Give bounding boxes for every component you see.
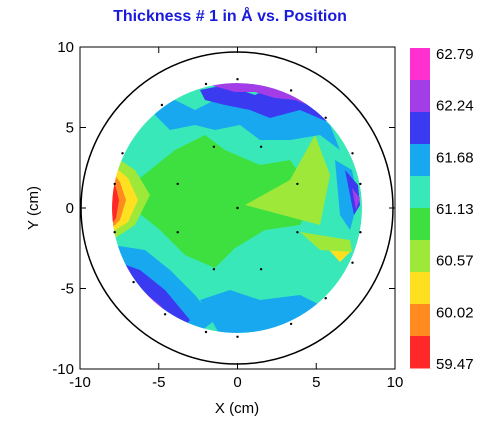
measurement-point: [204, 82, 208, 86]
measurement-point: [351, 261, 354, 264]
colorbar-level-label: 62.79: [436, 46, 474, 63]
colorbar-segment: [410, 112, 430, 145]
measurement-point: [324, 297, 327, 300]
y-tick-label: 5: [66, 120, 74, 137]
measurement-point: [236, 206, 239, 210]
colorbar-level-label: 61.13: [436, 201, 474, 218]
axis-ticks: -10 -5 0 5 10 10 5 0 -5 -10: [52, 39, 403, 391]
x-tick-label: -5: [152, 374, 165, 391]
measurement-point: [359, 182, 362, 186]
colorbar-segment: [410, 208, 430, 241]
colorbar-segment: [410, 48, 430, 81]
y-tick-label: -5: [61, 281, 74, 298]
measurement-point: [289, 322, 293, 326]
measurement-point: [236, 78, 239, 81]
contour-band-red-left: [112, 178, 119, 224]
measurement-point: [324, 116, 327, 120]
contour-band-cyan-right: [335, 160, 358, 230]
y-axis-label: Y (cm): [25, 186, 42, 230]
measurement-point: [113, 231, 116, 234]
colorbar-level-label: 61.68: [436, 149, 474, 166]
measurement-point: [176, 231, 179, 234]
colorbar: 62.79 62.24 61.68 61.13 60.57 60.02 59.47: [410, 46, 474, 373]
contour-band-purple-right: [352, 188, 360, 210]
measurement-point: [160, 103, 164, 107]
colorbar-level-label: 60.57: [436, 253, 474, 270]
measurement-point: [351, 152, 354, 155]
colorbar-level-label: 59.47: [436, 356, 474, 373]
colorbar-segment: [410, 144, 430, 177]
measurement-point: [132, 280, 135, 284]
y-tick-label: 0: [66, 200, 74, 217]
x-tick-label: -10: [69, 374, 91, 391]
measurement-point: [259, 145, 263, 148]
colorbar-segment: [410, 240, 430, 273]
contour-band-lightgreen-right: [245, 135, 330, 225]
colorbar-segment: [410, 304, 430, 337]
contour-band-purple-top: [210, 83, 340, 125]
contour-band-cyan-top: [150, 100, 340, 150]
colorbar-level-label: 62.24: [436, 98, 474, 115]
measurement-point: [163, 313, 167, 316]
measurement-points: [113, 78, 362, 338]
contour-band-green-center: [125, 135, 315, 268]
measurement-point: [296, 231, 299, 234]
measurement-point: [204, 330, 208, 334]
colorbar-segment: [410, 80, 430, 113]
measurement-point: [121, 152, 124, 155]
measurement-point: [212, 145, 216, 148]
chart-title: Thickness # 1 in Å vs. Position: [113, 8, 347, 25]
measured-region-mask: [82, 53, 392, 363]
x-tick-label: 10: [387, 374, 404, 391]
measurement-point: [359, 231, 362, 234]
x-tick-label: 5: [312, 374, 320, 391]
y-tick-label: -10: [52, 361, 74, 378]
measurement-point: [259, 268, 263, 271]
measurement-point: [236, 335, 239, 338]
measurement-point: [289, 89, 293, 92]
measurement-point: [113, 182, 116, 186]
colorbar-segment: [410, 272, 430, 305]
colorbar-level-label: 60.02: [436, 304, 474, 321]
measurement-point: [176, 182, 179, 186]
x-axis-label: X (cm): [215, 400, 259, 417]
colorbar-segment: [410, 176, 430, 209]
contour-band-lightgreen-rightlow: [300, 232, 352, 252]
x-tick-label: 0: [233, 374, 241, 391]
measurement-point: [212, 268, 216, 271]
colorbar-segment: [410, 336, 430, 369]
measurement-point: [296, 182, 299, 186]
y-tick-label: 10: [57, 39, 74, 56]
